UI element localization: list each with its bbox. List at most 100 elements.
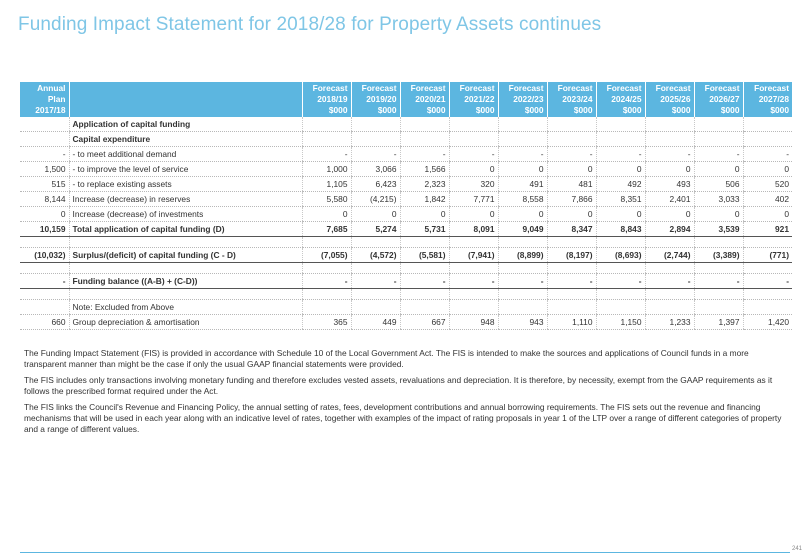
cell-forecast-value: 1,110 xyxy=(546,314,596,331)
cell-description: Increase (decrease) of investments xyxy=(68,206,302,223)
cell-forecast-value: - xyxy=(448,273,498,290)
cell-forecast-value xyxy=(350,236,400,249)
cell-annual-plan: (10,032) xyxy=(20,247,69,264)
cell-forecast-value: 493 xyxy=(644,176,694,193)
cell-forecast-value: 7,866 xyxy=(546,191,596,208)
cell-forecast-value: 0 xyxy=(497,206,547,223)
cell-forecast-value: 667 xyxy=(399,314,449,331)
table-row xyxy=(20,262,792,275)
cell-forecast-value xyxy=(399,236,449,249)
cell-forecast-value: 3,066 xyxy=(350,161,400,178)
header-forecast-year: Forecast 2020/21 $000 xyxy=(399,82,449,117)
header-forecast-year: Forecast 2021/22 $000 xyxy=(448,82,498,117)
cell-forecast-value: (4,572) xyxy=(350,247,400,264)
cell-forecast-value: 0 xyxy=(546,206,596,223)
cell-forecast-value: 6,423 xyxy=(350,176,400,193)
cell-forecast-value: - xyxy=(742,146,792,163)
cell-forecast-value: 0 xyxy=(595,161,645,178)
cell-forecast-value xyxy=(301,117,351,133)
cell-forecast-value: 8,351 xyxy=(595,191,645,208)
cell-forecast-value: 0 xyxy=(644,206,694,223)
cell-forecast-value: - xyxy=(497,146,547,163)
cell-forecast-value: 1,150 xyxy=(595,314,645,331)
cell-forecast-value xyxy=(497,236,547,249)
cell-forecast-value xyxy=(644,262,694,275)
cell-annual-plan: 660 xyxy=(20,314,69,331)
cell-forecast-value: 3,539 xyxy=(693,221,743,238)
header-forecast-year: Forecast 2019/20 $000 xyxy=(350,82,400,117)
table-row xyxy=(20,236,792,249)
cell-forecast-value xyxy=(350,262,400,275)
funding-impact-table: Annual Plan 2017/18 Forecast 2018/19 $000… xyxy=(20,82,792,331)
table-body: Application of capital funding Capital ex… xyxy=(20,117,792,331)
cell-forecast-value xyxy=(301,131,351,148)
cell-annual-plan: - xyxy=(20,146,69,163)
cell-forecast-value xyxy=(742,262,792,275)
cell-description: - to improve the level of service xyxy=(68,161,302,178)
cell-description: Surplus/(deficit) of capital funding (C … xyxy=(68,247,302,264)
cell-forecast-value xyxy=(399,299,449,316)
cell-annual-plan: 1,500 xyxy=(20,161,69,178)
cell-forecast-value xyxy=(644,117,694,133)
header-annual-plan: Annual Plan 2017/18 xyxy=(20,82,69,117)
cell-forecast-value xyxy=(301,288,351,301)
table-row: Note: Excluded from Above xyxy=(20,299,792,316)
cell-forecast-value: - xyxy=(693,146,743,163)
cell-forecast-value xyxy=(448,288,498,301)
cell-forecast-value: (771) xyxy=(742,247,792,264)
cell-forecast-value: 0 xyxy=(399,206,449,223)
cell-forecast-value: 2,401 xyxy=(644,191,694,208)
cell-description xyxy=(68,236,302,249)
cell-forecast-value: 0 xyxy=(693,206,743,223)
table-row: 0 Increase (decrease) of investments 0 0 0 0 0… xyxy=(20,206,792,223)
cell-annual-plan xyxy=(20,117,69,133)
cell-forecast-value xyxy=(546,131,596,148)
cell-forecast-value: 8,558 xyxy=(497,191,547,208)
cell-description: Capital expenditure xyxy=(68,131,302,148)
cell-description: - to meet additional demand xyxy=(68,146,302,163)
cell-forecast-value: 0 xyxy=(497,161,547,178)
cell-forecast-value: 0 xyxy=(742,161,792,178)
cell-annual-plan: 10,159 xyxy=(20,221,69,238)
cell-forecast-value xyxy=(350,299,400,316)
cell-forecast-value: (7,941) xyxy=(448,247,498,264)
cell-forecast-value xyxy=(742,288,792,301)
table-row xyxy=(20,288,792,301)
cell-forecast-value: 9,049 xyxy=(497,221,547,238)
cell-description xyxy=(68,288,302,301)
cell-forecast-value: 0 xyxy=(742,206,792,223)
cell-forecast-value xyxy=(350,288,400,301)
cell-description: Funding balance ((A-B) + (C-D)) xyxy=(68,273,302,290)
cell-forecast-value xyxy=(546,236,596,249)
cell-forecast-value xyxy=(693,131,743,148)
cell-forecast-value xyxy=(497,288,547,301)
note-paragraph: The FIS links the Council's Revenue and … xyxy=(24,402,782,434)
cell-forecast-value xyxy=(546,288,596,301)
cell-forecast-value xyxy=(644,288,694,301)
cell-forecast-value xyxy=(693,236,743,249)
header-forecast-year: Forecast 2023/24 $000 xyxy=(546,82,596,117)
cell-forecast-value: 7,685 xyxy=(301,221,351,238)
cell-forecast-value: - xyxy=(301,146,351,163)
footer-divider xyxy=(20,552,790,553)
cell-annual-plan xyxy=(20,262,69,275)
cell-forecast-value: 8,091 xyxy=(448,221,498,238)
cell-forecast-value xyxy=(595,288,645,301)
cell-forecast-value: 8,347 xyxy=(546,221,596,238)
cell-forecast-value: 0 xyxy=(448,161,498,178)
cell-forecast-value: - xyxy=(350,273,400,290)
cell-description: Application of capital funding xyxy=(68,117,302,133)
cell-annual-plan xyxy=(20,236,69,249)
cell-forecast-value: - xyxy=(448,146,498,163)
table-header-row: Annual Plan 2017/18 Forecast 2018/19 $000… xyxy=(20,82,792,117)
cell-forecast-value: 2,894 xyxy=(644,221,694,238)
cell-forecast-value: (3,389) xyxy=(693,247,743,264)
cell-forecast-value xyxy=(399,131,449,148)
cell-annual-plan: 515 xyxy=(20,176,69,193)
cell-forecast-value xyxy=(448,131,498,148)
header-forecast-year: Forecast 2022/23 $000 xyxy=(497,82,547,117)
cell-forecast-value: 943 xyxy=(497,314,547,331)
cell-forecast-value: 921 xyxy=(742,221,792,238)
cell-forecast-value xyxy=(448,262,498,275)
cell-forecast-value xyxy=(693,288,743,301)
